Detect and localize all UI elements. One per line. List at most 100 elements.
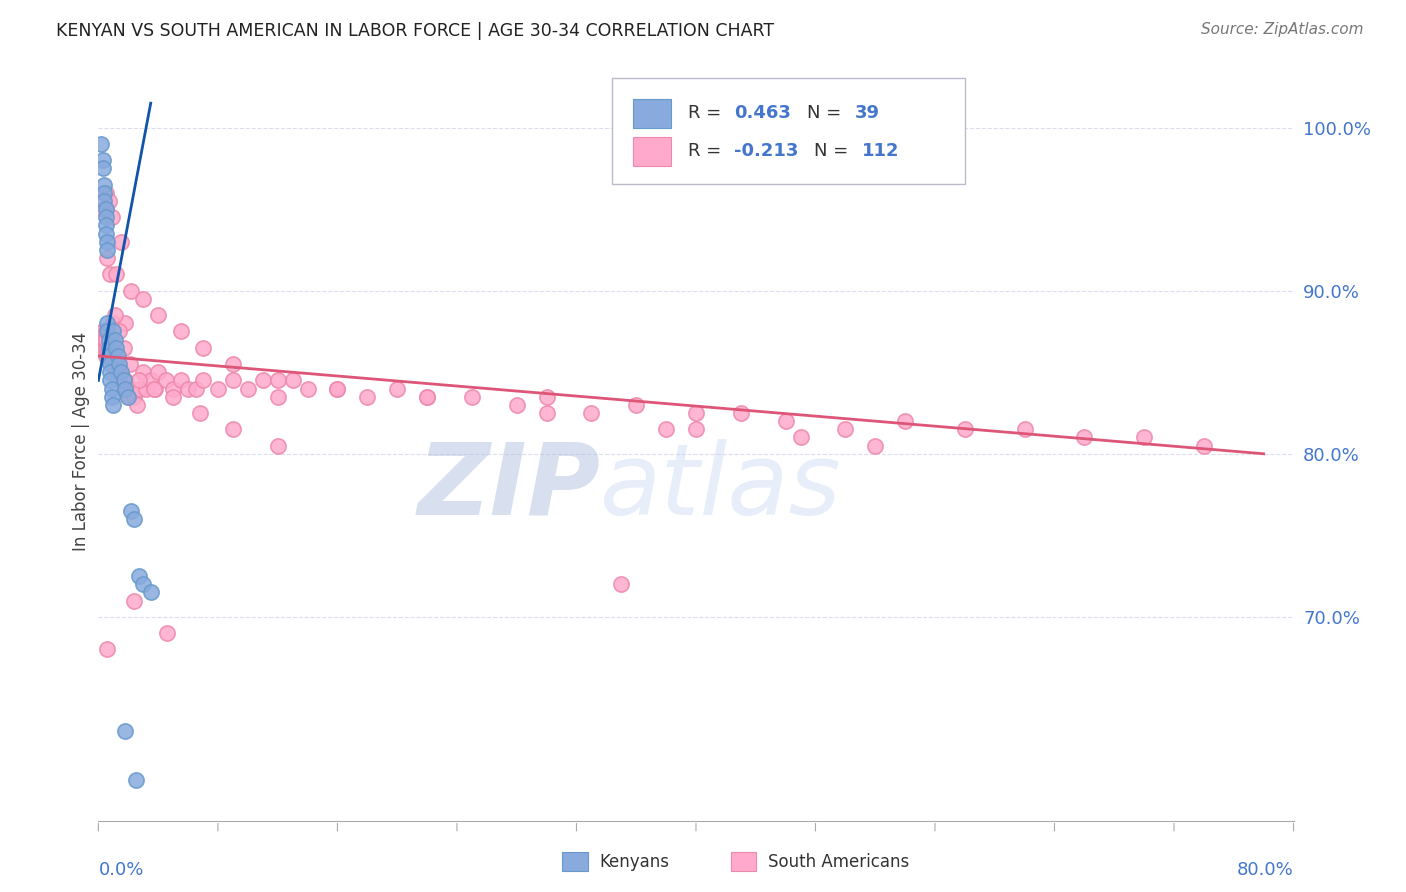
Text: South Americans: South Americans	[768, 853, 908, 871]
Point	[115, 382, 138, 396]
Point	[107, 349, 129, 363]
Point	[94, 333, 117, 347]
Point	[252, 373, 274, 387]
Text: 0.463: 0.463	[734, 104, 792, 122]
Point	[142, 382, 165, 396]
Point	[94, 325, 117, 339]
Point	[101, 325, 124, 339]
Point	[139, 373, 162, 387]
Point	[834, 422, 856, 436]
Point	[581, 406, 603, 420]
Point	[97, 333, 120, 347]
Point	[127, 398, 149, 412]
Point	[188, 406, 211, 420]
Point	[112, 341, 135, 355]
Point	[96, 325, 118, 339]
Point	[120, 284, 142, 298]
Point	[685, 406, 707, 420]
Point	[105, 268, 128, 282]
Point	[1192, 439, 1215, 453]
Text: ZIP: ZIP	[418, 439, 600, 535]
Point	[416, 390, 439, 404]
Point	[103, 357, 125, 371]
Text: N =: N =	[807, 104, 846, 122]
Point	[98, 365, 122, 379]
Point	[98, 349, 122, 363]
FancyBboxPatch shape	[613, 78, 965, 184]
Point	[97, 333, 120, 347]
Point	[128, 373, 150, 387]
Text: Kenyans: Kenyans	[599, 853, 669, 871]
Point	[98, 373, 122, 387]
Point	[169, 325, 191, 339]
Point	[120, 382, 142, 396]
Point	[97, 349, 120, 363]
Point	[132, 577, 155, 591]
Point	[103, 398, 125, 412]
Point	[104, 349, 127, 363]
Point	[356, 390, 378, 404]
Point	[105, 349, 128, 363]
Point	[94, 211, 117, 225]
Point	[156, 626, 179, 640]
Point	[96, 316, 118, 330]
Point	[114, 723, 136, 738]
Point	[222, 373, 245, 387]
Point	[104, 308, 127, 322]
Text: -0.213: -0.213	[734, 142, 799, 161]
Point	[97, 325, 120, 339]
Point	[1014, 422, 1036, 436]
Point	[107, 365, 129, 379]
Point	[96, 243, 118, 257]
Point	[610, 577, 633, 591]
Point	[94, 219, 117, 233]
Point	[326, 382, 349, 396]
Point	[103, 349, 125, 363]
Point	[105, 341, 128, 355]
Point	[98, 268, 122, 282]
Point	[108, 325, 131, 339]
Point	[93, 178, 115, 192]
Point	[110, 365, 132, 379]
Text: R =: R =	[688, 104, 727, 122]
Point	[117, 390, 139, 404]
Point	[155, 373, 177, 387]
Point	[114, 373, 136, 387]
Point	[90, 136, 112, 151]
Point	[94, 349, 117, 363]
Point	[101, 211, 124, 225]
Point	[93, 341, 115, 355]
Point	[101, 390, 124, 404]
Point	[98, 357, 122, 371]
Point	[91, 333, 114, 347]
Point	[114, 316, 136, 330]
Point	[236, 382, 259, 396]
Point	[110, 365, 132, 379]
Point	[385, 382, 409, 396]
Point	[1133, 430, 1156, 444]
Text: 0.0%: 0.0%	[98, 862, 143, 880]
Point	[894, 414, 917, 428]
Point	[94, 202, 117, 217]
Point	[91, 161, 114, 176]
Point	[91, 202, 114, 217]
Point	[124, 512, 146, 526]
Point	[110, 373, 132, 387]
Point	[685, 422, 707, 436]
Point	[139, 585, 162, 599]
Point	[94, 186, 117, 200]
Point	[97, 194, 120, 208]
Point	[143, 382, 166, 396]
Point	[124, 593, 146, 607]
Point	[207, 382, 229, 396]
Text: 80.0%: 80.0%	[1237, 862, 1294, 880]
Point	[111, 373, 134, 387]
Point	[461, 390, 484, 404]
Point	[96, 341, 118, 355]
Point	[789, 430, 811, 444]
Point	[148, 308, 170, 322]
Point	[96, 642, 118, 657]
Point	[191, 373, 214, 387]
Point	[105, 357, 128, 371]
Point	[104, 333, 127, 347]
